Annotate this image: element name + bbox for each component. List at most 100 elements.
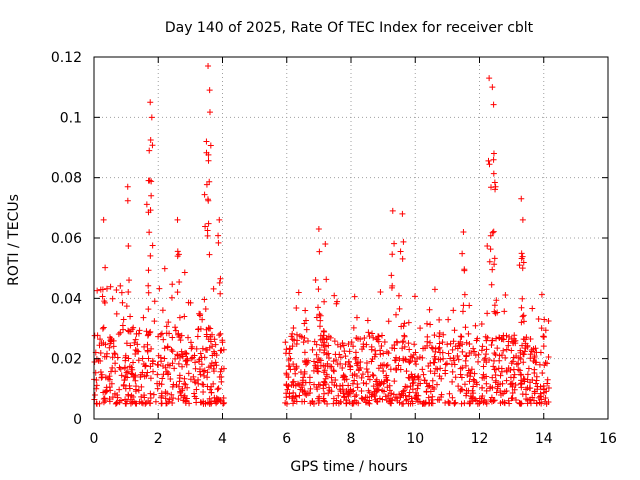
- roti-point: [339, 386, 346, 393]
- roti-point: [299, 398, 306, 405]
- roti-point: [533, 377, 540, 384]
- roti-point: [339, 365, 346, 372]
- y-tick-label: 0.12: [51, 50, 82, 66]
- roti-point: [519, 313, 526, 320]
- roti-point: [518, 319, 525, 326]
- roti-point: [516, 400, 523, 407]
- roti-point: [535, 315, 542, 322]
- roti-point: [365, 329, 372, 336]
- roti-point: [389, 396, 396, 403]
- roti-point: [182, 349, 189, 356]
- x-tick-label: 2: [154, 431, 163, 447]
- roti-point: [502, 291, 509, 298]
- roti-point: [178, 332, 185, 339]
- roti-point: [197, 350, 204, 357]
- roti-point: [204, 374, 211, 381]
- roti-point: [493, 335, 500, 342]
- roti-point: [149, 142, 156, 149]
- roti-point: [351, 377, 358, 384]
- roti-point: [174, 253, 181, 260]
- roti-point: [415, 398, 422, 405]
- roti-point: [499, 335, 506, 342]
- roti-point: [296, 392, 303, 399]
- roti-point: [185, 334, 192, 341]
- roti-point: [333, 399, 340, 406]
- roti-point: [462, 324, 469, 331]
- roti-point: [401, 343, 408, 350]
- roti-point: [435, 356, 442, 363]
- roti-point: [430, 359, 437, 366]
- roti-point: [463, 392, 470, 399]
- roti-point: [423, 320, 430, 327]
- roti-point: [196, 312, 203, 319]
- roti-point: [450, 354, 457, 361]
- roti-point: [491, 179, 498, 186]
- roti-point: [334, 361, 341, 368]
- roti-point: [422, 345, 429, 352]
- roti-point: [175, 331, 182, 338]
- x-tick-label: 14: [535, 431, 553, 447]
- roti-point: [130, 324, 137, 331]
- roti-point: [205, 324, 212, 331]
- roti-point: [122, 352, 129, 359]
- roti-point: [427, 321, 434, 328]
- roti-point: [470, 376, 477, 383]
- roti-point: [160, 336, 167, 343]
- roti-point: [201, 191, 208, 198]
- roti-point: [545, 318, 552, 325]
- roti-point: [425, 394, 432, 401]
- roti-point: [183, 361, 190, 368]
- roti-point: [400, 400, 407, 407]
- roti-point: [436, 329, 443, 336]
- roti-point: [206, 251, 213, 258]
- roti-point: [177, 337, 184, 344]
- roti-point: [187, 299, 194, 306]
- roti-point: [493, 297, 500, 304]
- roti-point: [125, 289, 132, 296]
- roti-point: [192, 359, 199, 366]
- roti-point: [183, 350, 190, 357]
- roti-point: [323, 335, 330, 342]
- roti-point: [527, 379, 534, 386]
- roti-point: [471, 348, 478, 355]
- roti-point: [118, 289, 125, 296]
- roti-point: [369, 356, 376, 363]
- roti-point: [212, 398, 219, 405]
- roti-point: [127, 342, 134, 349]
- roti-point: [532, 380, 539, 387]
- roti-point: [340, 373, 347, 380]
- roti-point: [447, 340, 454, 347]
- roti-point: [211, 336, 218, 343]
- roti-point: [516, 262, 523, 269]
- roti-point: [455, 356, 462, 363]
- roti-point: [402, 356, 409, 363]
- roti-point: [518, 304, 525, 311]
- roti-point: [185, 370, 192, 377]
- roti-point: [372, 347, 379, 354]
- roti-point: [508, 347, 515, 354]
- roti-point: [388, 390, 395, 397]
- roti-point: [336, 351, 343, 358]
- roti-point: [421, 377, 428, 384]
- roti-point: [500, 347, 507, 354]
- roti-point: [205, 157, 212, 164]
- roti-point: [201, 296, 208, 303]
- roti-point: [490, 363, 497, 370]
- roti-point: [169, 399, 176, 406]
- roti-point: [454, 353, 461, 360]
- roti-point: [147, 207, 154, 214]
- roti-point: [293, 331, 300, 338]
- roti-point: [374, 398, 381, 405]
- roti-point: [375, 365, 382, 372]
- roti-point: [449, 394, 456, 401]
- roti-point: [208, 389, 215, 396]
- roti-point: [351, 397, 358, 404]
- roti-point: [411, 341, 418, 348]
- roti-point: [458, 333, 465, 340]
- roti-point: [111, 350, 118, 357]
- roti-point: [108, 368, 115, 375]
- roti-point: [434, 396, 441, 403]
- roti-point: [333, 357, 340, 364]
- roti-point: [506, 334, 513, 341]
- roti-peak-point: [205, 63, 212, 70]
